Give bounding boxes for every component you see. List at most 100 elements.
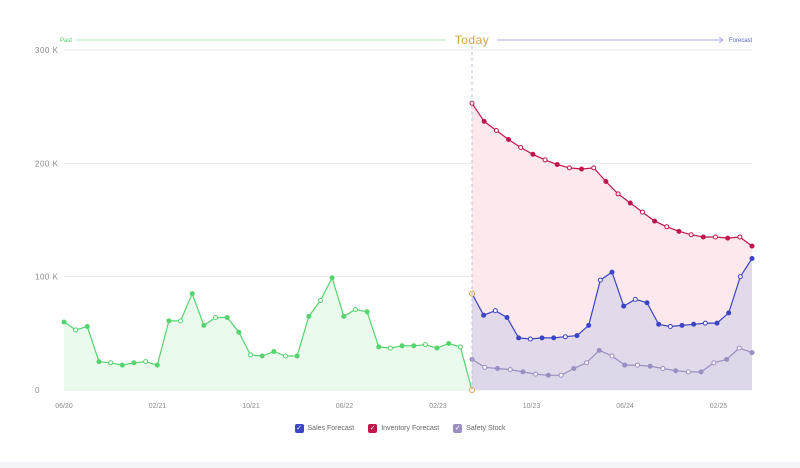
inventory-forecast-series-point[interactable] [639,209,645,215]
legend-item-inventory-forecast[interactable]: ✓ Inventory Forecast [368,424,439,433]
inventory-forecast-series-point[interactable] [530,151,536,157]
inventory-forecast-series-point[interactable] [749,243,755,249]
checkbox-icon[interactable]: ✓ [294,424,304,433]
inventory-forecast-series-point[interactable] [542,157,548,163]
safety-stock-series-point[interactable] [698,369,704,375]
past-series-point[interactable] [73,327,79,333]
sales-forecast-series-point[interactable] [527,336,533,342]
sales-forecast-series-point[interactable] [632,296,638,302]
safety-stock-series-point[interactable] [596,347,602,353]
legend-item-sales-forecast[interactable]: ✓ Sales Forecast [294,424,354,433]
sales-forecast-series-point[interactable] [551,335,557,341]
sales-forecast-series-point[interactable] [621,303,627,309]
safety-stock-series-point[interactable] [634,362,640,368]
safety-stock-series-point[interactable] [507,367,513,373]
safety-stock-series-point[interactable] [736,345,742,351]
inventory-forecast-series-point[interactable] [591,165,597,171]
sales-forecast-series-point[interactable] [679,322,685,328]
past-series-point[interactable] [387,345,393,351]
safety-stock-series-point[interactable] [711,360,717,366]
sales-forecast-series-point[interactable] [656,321,662,327]
sales-forecast-series-point[interactable] [516,335,522,341]
safety-stock-series-point[interactable] [494,365,500,371]
inventory-forecast-series-point[interactable] [737,234,743,240]
past-series-point[interactable] [166,318,172,324]
past-series-point[interactable] [411,343,417,349]
sales-forecast-series-point[interactable] [714,320,720,326]
past-series-point[interactable] [84,324,90,330]
safety-stock-series-point[interactable] [673,368,679,374]
series-points[interactable] [61,100,755,393]
sales-forecast-series-point[interactable] [737,274,743,280]
safety-stock-series-point[interactable] [533,371,539,377]
past-series-point[interactable] [178,318,184,324]
past-series-point[interactable] [422,342,428,348]
past-series-point[interactable] [119,362,125,368]
inventory-forecast-series-point[interactable] [615,191,621,197]
past-series-point[interactable] [329,275,335,281]
inventory-forecast-series-point[interactable] [554,161,560,167]
inventory-forecast-series-point[interactable] [725,235,731,241]
past-series-point[interactable] [317,297,323,303]
inventory-forecast-series-point[interactable] [712,234,718,240]
past-series-point[interactable] [248,352,254,358]
past-series-point[interactable] [364,309,370,315]
safety-stock-series-point[interactable] [571,365,577,371]
inventory-forecast-series-point[interactable] [603,178,609,184]
safety-stock-series-point[interactable] [749,350,755,356]
inventory-forecast-series-point[interactable] [664,224,670,230]
past-series-point[interactable] [399,343,405,349]
sales-forecast-series-point[interactable] [597,277,603,283]
past-series-point[interactable] [282,353,288,359]
past-series-point[interactable] [96,359,102,365]
past-series-point[interactable] [61,319,67,325]
past-series-point[interactable] [457,344,463,350]
past-series-point[interactable] [434,345,440,351]
safety-stock-series-point[interactable] [520,369,526,375]
past-series-point[interactable] [201,322,207,328]
sales-forecast-series-point[interactable] [667,324,673,330]
past-series-point[interactable] [446,341,452,347]
past-series-point[interactable] [376,344,382,350]
inventory-forecast-series-point[interactable] [688,232,694,238]
inventory-forecast-series-point[interactable] [493,127,499,133]
safety-stock-series-point[interactable] [584,360,590,366]
past-series-point[interactable] [352,307,358,313]
past-series-point[interactable] [213,314,219,320]
past-series-point[interactable] [154,362,160,368]
past-series-point[interactable] [189,291,195,297]
checkbox-icon[interactable]: ✓ [453,424,463,433]
sales-forecast-series-point[interactable] [691,321,697,327]
sales-forecast-series-point[interactable] [644,300,650,306]
past-series-point[interactable] [259,353,265,359]
safety-stock-series-point[interactable] [724,356,730,362]
safety-stock-series-point[interactable] [545,372,551,378]
sales-forecast-series-point[interactable] [586,322,592,328]
sales-forecast-series-point[interactable] [562,334,568,340]
sales-forecast-series-point[interactable] [726,310,732,316]
inventory-forecast-series-point[interactable] [566,165,572,171]
sales-forecast-series-point[interactable] [609,269,615,275]
inventory-forecast-series-point[interactable] [518,144,524,150]
sales-forecast-series-point[interactable] [702,320,708,326]
safety-stock-series-point[interactable] [482,364,488,370]
past-series-point[interactable] [224,314,230,320]
past-series-point[interactable] [271,348,277,354]
inventory-forecast-series-point[interactable] [700,234,706,240]
safety-stock-series-point[interactable] [647,363,653,369]
inventory-forecast-series-point[interactable] [506,137,512,143]
sales-forecast-series-point[interactable] [481,312,487,318]
safety-stock-series-point[interactable] [622,362,628,368]
legend-item-safety-stock[interactable]: ✓ Safety Stock [453,424,505,433]
safety-stock-series-point[interactable] [558,372,564,378]
past-series-point[interactable] [108,360,114,366]
past-series-point[interactable] [306,313,312,319]
sales-forecast-series-point[interactable] [749,256,755,262]
sales-forecast-series-point[interactable] [574,333,580,339]
past-series-point[interactable] [341,313,347,319]
sales-forecast-series-point[interactable] [539,335,545,341]
inventory-forecast-series-point[interactable] [481,118,487,124]
checkbox-icon[interactable]: ✓ [368,424,378,433]
inventory-forecast-series-point[interactable] [579,166,585,172]
safety-stock-series-point[interactable] [660,365,666,371]
